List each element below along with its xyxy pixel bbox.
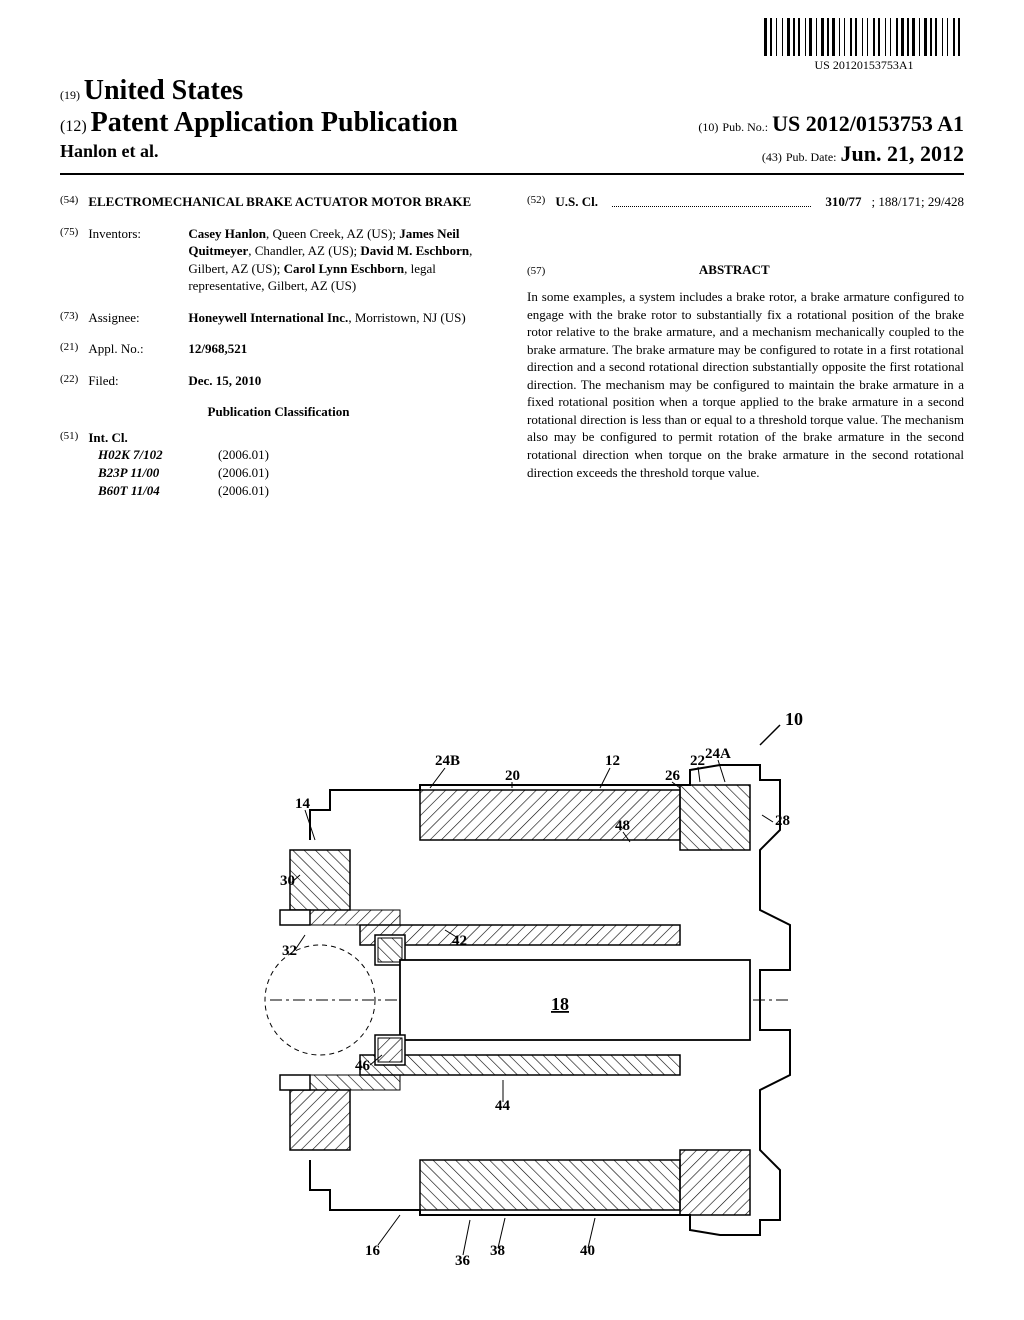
pubno-value: US 2012/0153753 A1 [772,111,964,136]
svg-text:38: 38 [490,1243,505,1259]
filed-label: Filed: [88,372,178,390]
assignee-value: Honeywell International Inc., Morristown… [188,309,465,327]
uscl-dots [612,189,811,207]
publication-line: (12) Patent Application Publication (10)… [60,107,964,139]
country-num: (19) [60,88,80,102]
filed-value: Dec. 15, 2010 [188,372,261,390]
country-line: (19) United States [60,75,964,107]
filed-row: (22) Filed: Dec. 15, 2010 [60,372,497,390]
uscl-label: U.S. Cl. [555,193,598,211]
assignee-num: (73) [60,309,78,327]
svg-text:16: 16 [365,1243,381,1259]
intcl-year: (2006.01) [218,464,269,482]
intcl-year: (2006.01) [218,446,269,464]
pub-title: Patent Application Publication [91,107,458,138]
pubdate-label: Pub. Date: [786,150,837,164]
svg-text:46: 46 [355,1058,371,1074]
inventors-label: Inventors: [88,225,178,295]
svg-text:32: 32 [282,943,297,959]
pubno-group: (10) Pub. No.: US 2012/0153753 A1 [698,111,964,137]
barcode-bars [764,18,964,56]
pubclass-header: Publication Classification [60,403,497,421]
abstract-num-row: (57) ABSTRACT [527,251,964,289]
applno-label: Appl. No.: [88,340,178,358]
intcl-row: (51) Int. Cl. [60,429,497,447]
applno-value: 12/968,521 [188,340,247,358]
applno-row: (21) Appl. No.: 12/968,521 [60,340,497,358]
invention-title-section: (54) ELECTROMECHANICAL BRAKE ACTUATOR MO… [60,193,497,211]
intcl-year: (2006.01) [218,482,269,500]
document-header: (19) United States (12) Patent Applicati… [60,75,964,175]
figure: 18 10 24B 12 24A 14 20 26 22 28 48 30 42 [220,710,820,1270]
barcode-block: US 20120153753A1 [764,18,964,73]
intcl-num: (51) [60,429,78,447]
intcl-code: B23P 11/00 [98,464,178,482]
svg-text:48: 48 [615,818,630,834]
svg-text:14: 14 [295,796,311,812]
svg-text:28: 28 [775,813,790,829]
uscl-row: (52) U.S. Cl. 310/77 ; 188/171; 29/428 [527,193,964,211]
invention-title: ELECTROMECHANICAL BRAKE ACTUATOR MOTOR B… [88,193,471,211]
filed-num: (22) [60,372,78,390]
svg-text:24A: 24A [705,746,731,762]
intcl-item: B60T 11/04 (2006.01) [98,482,497,500]
content-columns: (54) ELECTROMECHANICAL BRAKE ACTUATOR MO… [60,193,964,499]
svg-text:20: 20 [505,768,520,784]
svg-text:10: 10 [785,710,803,729]
figure-svg: 18 10 24B 12 24A 14 20 26 22 28 48 30 42 [220,710,820,1270]
svg-text:36: 36 [455,1253,471,1269]
applno-num: (21) [60,340,78,358]
authors: Hanlon et al. [60,141,159,167]
uscl-num: (52) [527,193,545,211]
right-column: (52) U.S. Cl. 310/77 ; 188/171; 29/428 (… [527,193,964,499]
abstract-num: (57) [527,265,545,277]
pubdate-num: (43) [762,150,782,164]
title-num: (54) [60,193,78,211]
uscl-value: 310/77 [825,193,861,211]
pubno-label: Pub. No.: [722,120,768,134]
intcl-label: Int. Cl. [88,429,127,447]
intcl-item: H02K 7/102 (2006.01) [98,446,497,464]
pubdate-group: (43) Pub. Date: Jun. 21, 2012 [762,141,964,167]
svg-text:22: 22 [690,753,705,769]
country-name: United States [84,75,243,106]
pub-title-group: (12) Patent Application Publication [60,107,458,139]
pub-num: (12) [60,118,87,135]
assignee-label: Assignee: [88,309,178,327]
pubno-num: (10) [698,120,718,134]
intcl-code: B60T 11/04 [98,482,178,500]
intcl-code: H02K 7/102 [98,446,178,464]
pubdate-value: Jun. 21, 2012 [841,141,964,166]
svg-text:12: 12 [605,753,620,769]
intcl-item: B23P 11/00 (2006.01) [98,464,497,482]
svg-text:18: 18 [551,994,569,1014]
svg-text:24B: 24B [435,753,460,769]
svg-text:40: 40 [580,1243,595,1259]
abstract-header: ABSTRACT [549,261,920,279]
intcl-list: H02K 7/102(2006.01)B23P 11/00(2006.01)B6… [98,446,497,499]
authors-line: Hanlon et al. (43) Pub. Date: Jun. 21, 2… [60,141,964,175]
assignee-row: (73) Assignee: Honeywell International I… [60,309,497,327]
inventors-num: (75) [60,225,78,295]
abstract-text: In some examples, a system includes a br… [527,288,964,481]
barcode-text: US 20120153753A1 [764,58,964,73]
inventors-value: Casey Hanlon, Queen Creek, AZ (US); Jame… [188,225,497,295]
svg-text:26: 26 [665,768,681,784]
inventors-row: (75) Inventors: Casey Hanlon, Queen Cree… [60,225,497,295]
left-column: (54) ELECTROMECHANICAL BRAKE ACTUATOR MO… [60,193,497,499]
uscl-extra: ; 188/171; 29/428 [872,193,964,211]
